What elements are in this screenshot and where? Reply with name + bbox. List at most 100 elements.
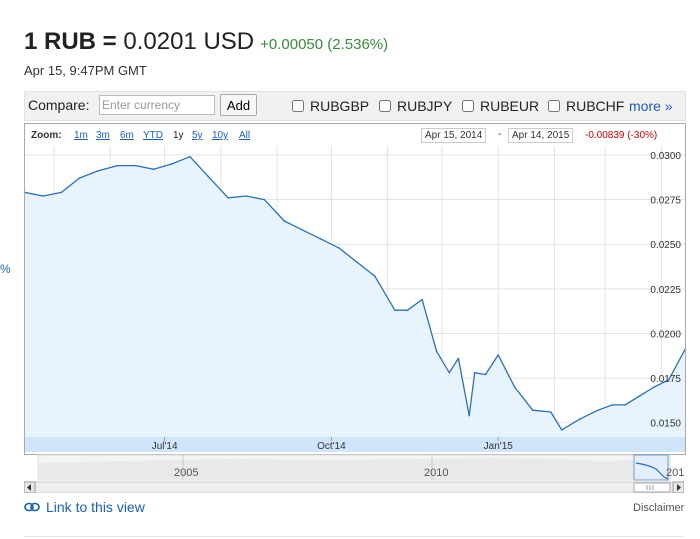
compare-option-rubgbp[interactable]: RUBGBP [292, 98, 369, 114]
data-point [435, 350, 438, 353]
compare-checkbox[interactable] [292, 100, 304, 112]
data-point [116, 164, 119, 167]
disclaimer-link[interactable]: Disclaimer [633, 502, 685, 514]
rate-timestamp: Apr 15, 9:47PM GMT [24, 63, 147, 78]
zoom-3m-button[interactable]: 3m [96, 130, 110, 141]
data-point [611, 404, 614, 406]
range-end-date[interactable]: Apr 14, 2015 [508, 128, 574, 143]
data-point [263, 198, 266, 201]
data-point [550, 411, 552, 413]
data-point [283, 220, 286, 222]
zoom-label: Zoom: [31, 130, 62, 141]
compare-label: Compare: [28, 97, 90, 113]
compare-option-label: RUBJPY [397, 98, 453, 114]
chain-link-icon [24, 502, 40, 512]
navigator[interactable]: 2005 2010 201 [24, 453, 684, 493]
y-tick-label: 0.0275 [650, 196, 681, 207]
data-point [152, 168, 155, 171]
data-point [337, 246, 340, 249]
x-tick-label: Jan'15 [484, 441, 514, 452]
data-point [421, 298, 423, 301]
data-point [96, 170, 99, 172]
compare-checkbox[interactable] [462, 100, 474, 112]
navigator-year-label: 2010 [424, 467, 448, 479]
range-start-date[interactable]: Apr 15, 2014 [421, 128, 487, 143]
data-point [560, 429, 563, 431]
data-point [60, 191, 63, 194]
scrollbar-thumb[interactable] [633, 482, 671, 493]
rate-value: 0.0201 USD [123, 28, 255, 55]
compare-checkbox[interactable] [548, 100, 560, 112]
link-to-view-label: Link to this view [46, 499, 145, 515]
data-point [448, 371, 451, 374]
compare-option-label: RUBGBP [310, 98, 370, 114]
data-point [579, 418, 581, 420]
zoom-5y-button[interactable]: 5y [192, 130, 203, 141]
data-point [684, 348, 685, 351]
data-point [653, 386, 655, 388]
series-line [25, 156, 685, 431]
y-tick-label: 0.0225 [650, 285, 681, 296]
x-tick-label: Jul'14 [152, 441, 178, 452]
navigator-window-series [635, 462, 669, 480]
arrow-left-icon [27, 484, 31, 491]
data-point [531, 409, 534, 412]
data-point [394, 309, 396, 312]
compare-option-rubchf[interactable]: RUBCHF [548, 98, 624, 114]
data-point [597, 409, 599, 412]
series-area-fill [25, 156, 685, 437]
data-point [245, 195, 248, 197]
x-axis-band [25, 437, 685, 452]
zoom-all-button[interactable]: All [239, 130, 251, 141]
zoom-ytd-button[interactable]: YTD [143, 130, 163, 141]
compare-option-label: RUBEUR [480, 98, 540, 114]
pair-label: 1 RUB = [24, 28, 117, 55]
data-point [667, 379, 670, 381]
divider [24, 536, 684, 537]
y-tick-label: 0.0250 [650, 240, 681, 251]
range-change: -0.00839 (-30%) [585, 130, 658, 141]
scrollbar-track[interactable] [24, 481, 684, 493]
data-point [513, 386, 516, 388]
side-percent-label: % [0, 262, 11, 276]
data-point [457, 357, 460, 360]
range-separator: - [498, 129, 502, 140]
data-point [356, 261, 358, 263]
zoom-1y-button[interactable]: 1y [173, 130, 184, 141]
link-to-view[interactable]: Link to this view [24, 499, 145, 515]
more-currencies-link[interactable]: more » [629, 98, 673, 114]
zoom-10y-button[interactable]: 10y [212, 130, 229, 141]
compare-checkbox[interactable] [379, 100, 391, 112]
zoom-1m-button[interactable]: 1m [74, 130, 88, 141]
data-point [301, 229, 304, 231]
data-point [171, 163, 173, 165]
data-point [25, 191, 26, 194]
data-point [473, 371, 476, 374]
data-point [78, 177, 81, 179]
data-point [468, 414, 471, 417]
scrollbar-grip-icon [646, 485, 654, 490]
arrow-right-icon [677, 484, 681, 491]
data-point [42, 195, 44, 197]
add-button[interactable]: Add [220, 94, 257, 116]
y-tick-label: 0.0150 [650, 419, 681, 430]
rate-chart[interactable]: 0.0300 0.0275 0.0250 0.0225 0.0200 0.0175 0.01… [25, 146, 685, 454]
data-point [134, 164, 137, 167]
navigator-series [38, 458, 670, 480]
compare-currency-input[interactable] [99, 95, 215, 115]
compare-option-rubeur[interactable]: RUBEUR [462, 98, 539, 114]
navigator-year-label: 2005 [174, 467, 198, 479]
navigator-year-label: 201 [666, 467, 684, 479]
data-point [189, 155, 191, 158]
compare-option-rubjpy[interactable]: RUBJPY [379, 98, 452, 114]
chart-frame: Zoom: 1m 3m 6m YTD 1y 5y 10y All Apr 15,… [24, 123, 686, 455]
data-point [497, 354, 500, 356]
y-tick-label: 0.0300 [650, 151, 681, 162]
data-point [638, 395, 641, 397]
data-point [319, 238, 322, 240]
zoom-6m-button[interactable]: 6m [120, 130, 134, 141]
data-point [624, 404, 626, 406]
data-point [207, 175, 209, 178]
rate-change: +0.00050 (2.536%) [260, 36, 389, 53]
data-point [484, 373, 487, 376]
